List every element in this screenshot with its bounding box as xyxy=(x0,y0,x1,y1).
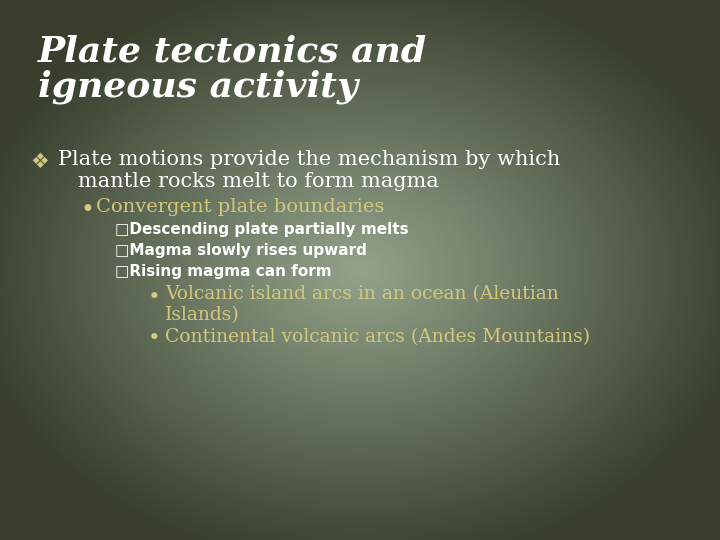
Text: mantle rocks melt to form magma: mantle rocks melt to form magma xyxy=(58,172,438,191)
Text: •: • xyxy=(148,328,161,348)
Text: Continental volcanic arcs (Andes Mountains): Continental volcanic arcs (Andes Mountai… xyxy=(165,328,590,346)
Text: ❖: ❖ xyxy=(30,152,49,172)
Text: □Descending plate partially melts: □Descending plate partially melts xyxy=(115,222,409,237)
Text: Convergent plate boundaries: Convergent plate boundaries xyxy=(96,198,384,216)
Text: Volcanic island arcs in an ocean (Aleutian: Volcanic island arcs in an ocean (Aleuti… xyxy=(165,285,559,303)
Text: Islands): Islands) xyxy=(165,306,240,324)
Text: □Magma slowly rises upward: □Magma slowly rises upward xyxy=(115,243,367,258)
Text: •: • xyxy=(80,198,94,222)
Text: Plate tectonics and: Plate tectonics and xyxy=(38,35,427,69)
Text: Plate motions provide the mechanism by which: Plate motions provide the mechanism by w… xyxy=(58,150,560,169)
Text: igneous activity: igneous activity xyxy=(38,70,358,105)
Text: □Rising magma can form: □Rising magma can form xyxy=(115,264,332,279)
Text: •: • xyxy=(148,287,161,307)
